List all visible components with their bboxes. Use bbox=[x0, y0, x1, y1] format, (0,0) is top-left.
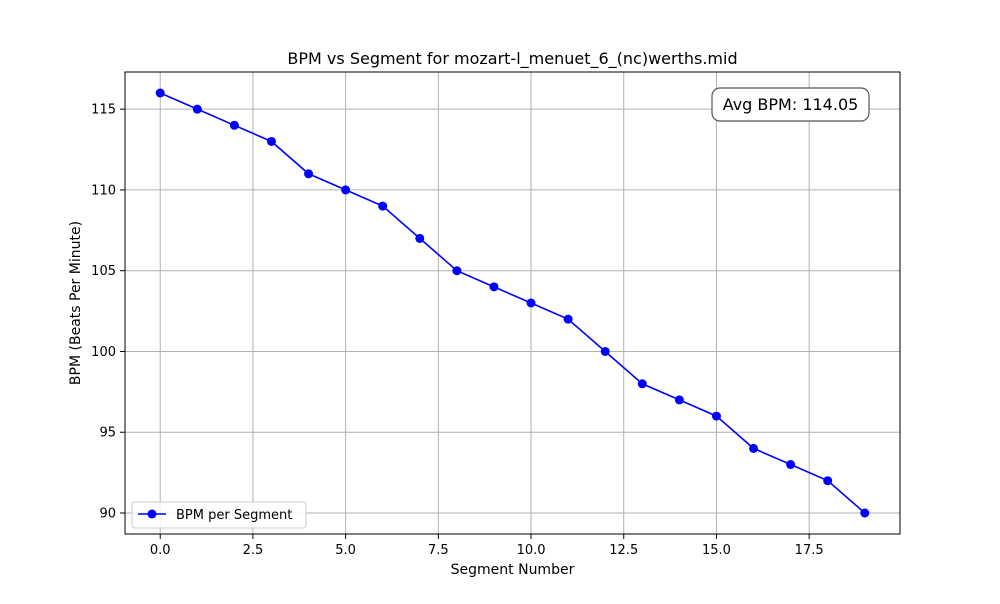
x-axis-label: Segment Number bbox=[451, 562, 575, 578]
data-point bbox=[563, 314, 573, 324]
chart-title: BPM vs Segment for mozart-l_menuet_6_(nc… bbox=[287, 49, 737, 69]
y-tick-label: 110 bbox=[91, 183, 116, 198]
x-tick-label: 12.5 bbox=[609, 543, 638, 558]
data-point bbox=[452, 266, 462, 276]
legend-frame bbox=[131, 501, 307, 529]
data-point bbox=[266, 136, 276, 146]
x-tick-label: 7.5 bbox=[428, 543, 449, 558]
series-layer bbox=[155, 88, 870, 518]
plot-frame bbox=[124, 71, 901, 535]
y-axis-ticks: 90 95 100 105 110 115 bbox=[91, 103, 125, 522]
data-point bbox=[304, 169, 314, 179]
data-point bbox=[786, 460, 796, 470]
data-point bbox=[155, 88, 165, 98]
data-point bbox=[341, 185, 351, 195]
data-point bbox=[378, 201, 388, 211]
x-tick-label: 2.5 bbox=[243, 543, 264, 558]
y-tick-label: 90 bbox=[99, 507, 116, 522]
legend-marker-swatch bbox=[147, 509, 157, 519]
x-axis-ticks: 0.0 2.5 5.0 7.5 10.0 12.5 15.0 17.5 bbox=[150, 534, 824, 558]
x-tick-label: 5.0 bbox=[335, 543, 356, 558]
y-tick-label: 95 bbox=[99, 426, 116, 441]
data-point bbox=[823, 476, 833, 486]
data-point bbox=[415, 233, 425, 243]
data-point bbox=[637, 379, 647, 389]
data-point bbox=[600, 346, 610, 356]
data-point bbox=[526, 298, 536, 308]
average-annotation: Avg BPM: 114.05 bbox=[711, 87, 870, 122]
x-tick-label: 10.0 bbox=[517, 543, 546, 558]
legend-label: BPM per Segment bbox=[176, 508, 292, 523]
data-point bbox=[229, 120, 239, 130]
y-tick-label: 100 bbox=[91, 345, 116, 360]
x-tick-label: 0.0 bbox=[150, 543, 171, 558]
y-tick-label: 105 bbox=[91, 264, 116, 279]
legend: BPM per Segment bbox=[131, 501, 307, 529]
annotation-box bbox=[711, 87, 870, 122]
x-tick-label: 15.0 bbox=[702, 543, 731, 558]
x-tick-label: 17.5 bbox=[795, 543, 824, 558]
data-point bbox=[860, 508, 870, 518]
data-point bbox=[749, 443, 759, 453]
series-line bbox=[159, 92, 866, 514]
y-tick-label: 115 bbox=[91, 103, 116, 118]
data-point bbox=[674, 395, 684, 405]
data-point bbox=[192, 104, 202, 114]
y-axis-label: BPM (Beats Per Minute) bbox=[68, 221, 84, 385]
data-point bbox=[711, 411, 721, 421]
annotation-text: Avg BPM: 114.05 bbox=[723, 95, 859, 114]
data-point bbox=[489, 282, 499, 292]
